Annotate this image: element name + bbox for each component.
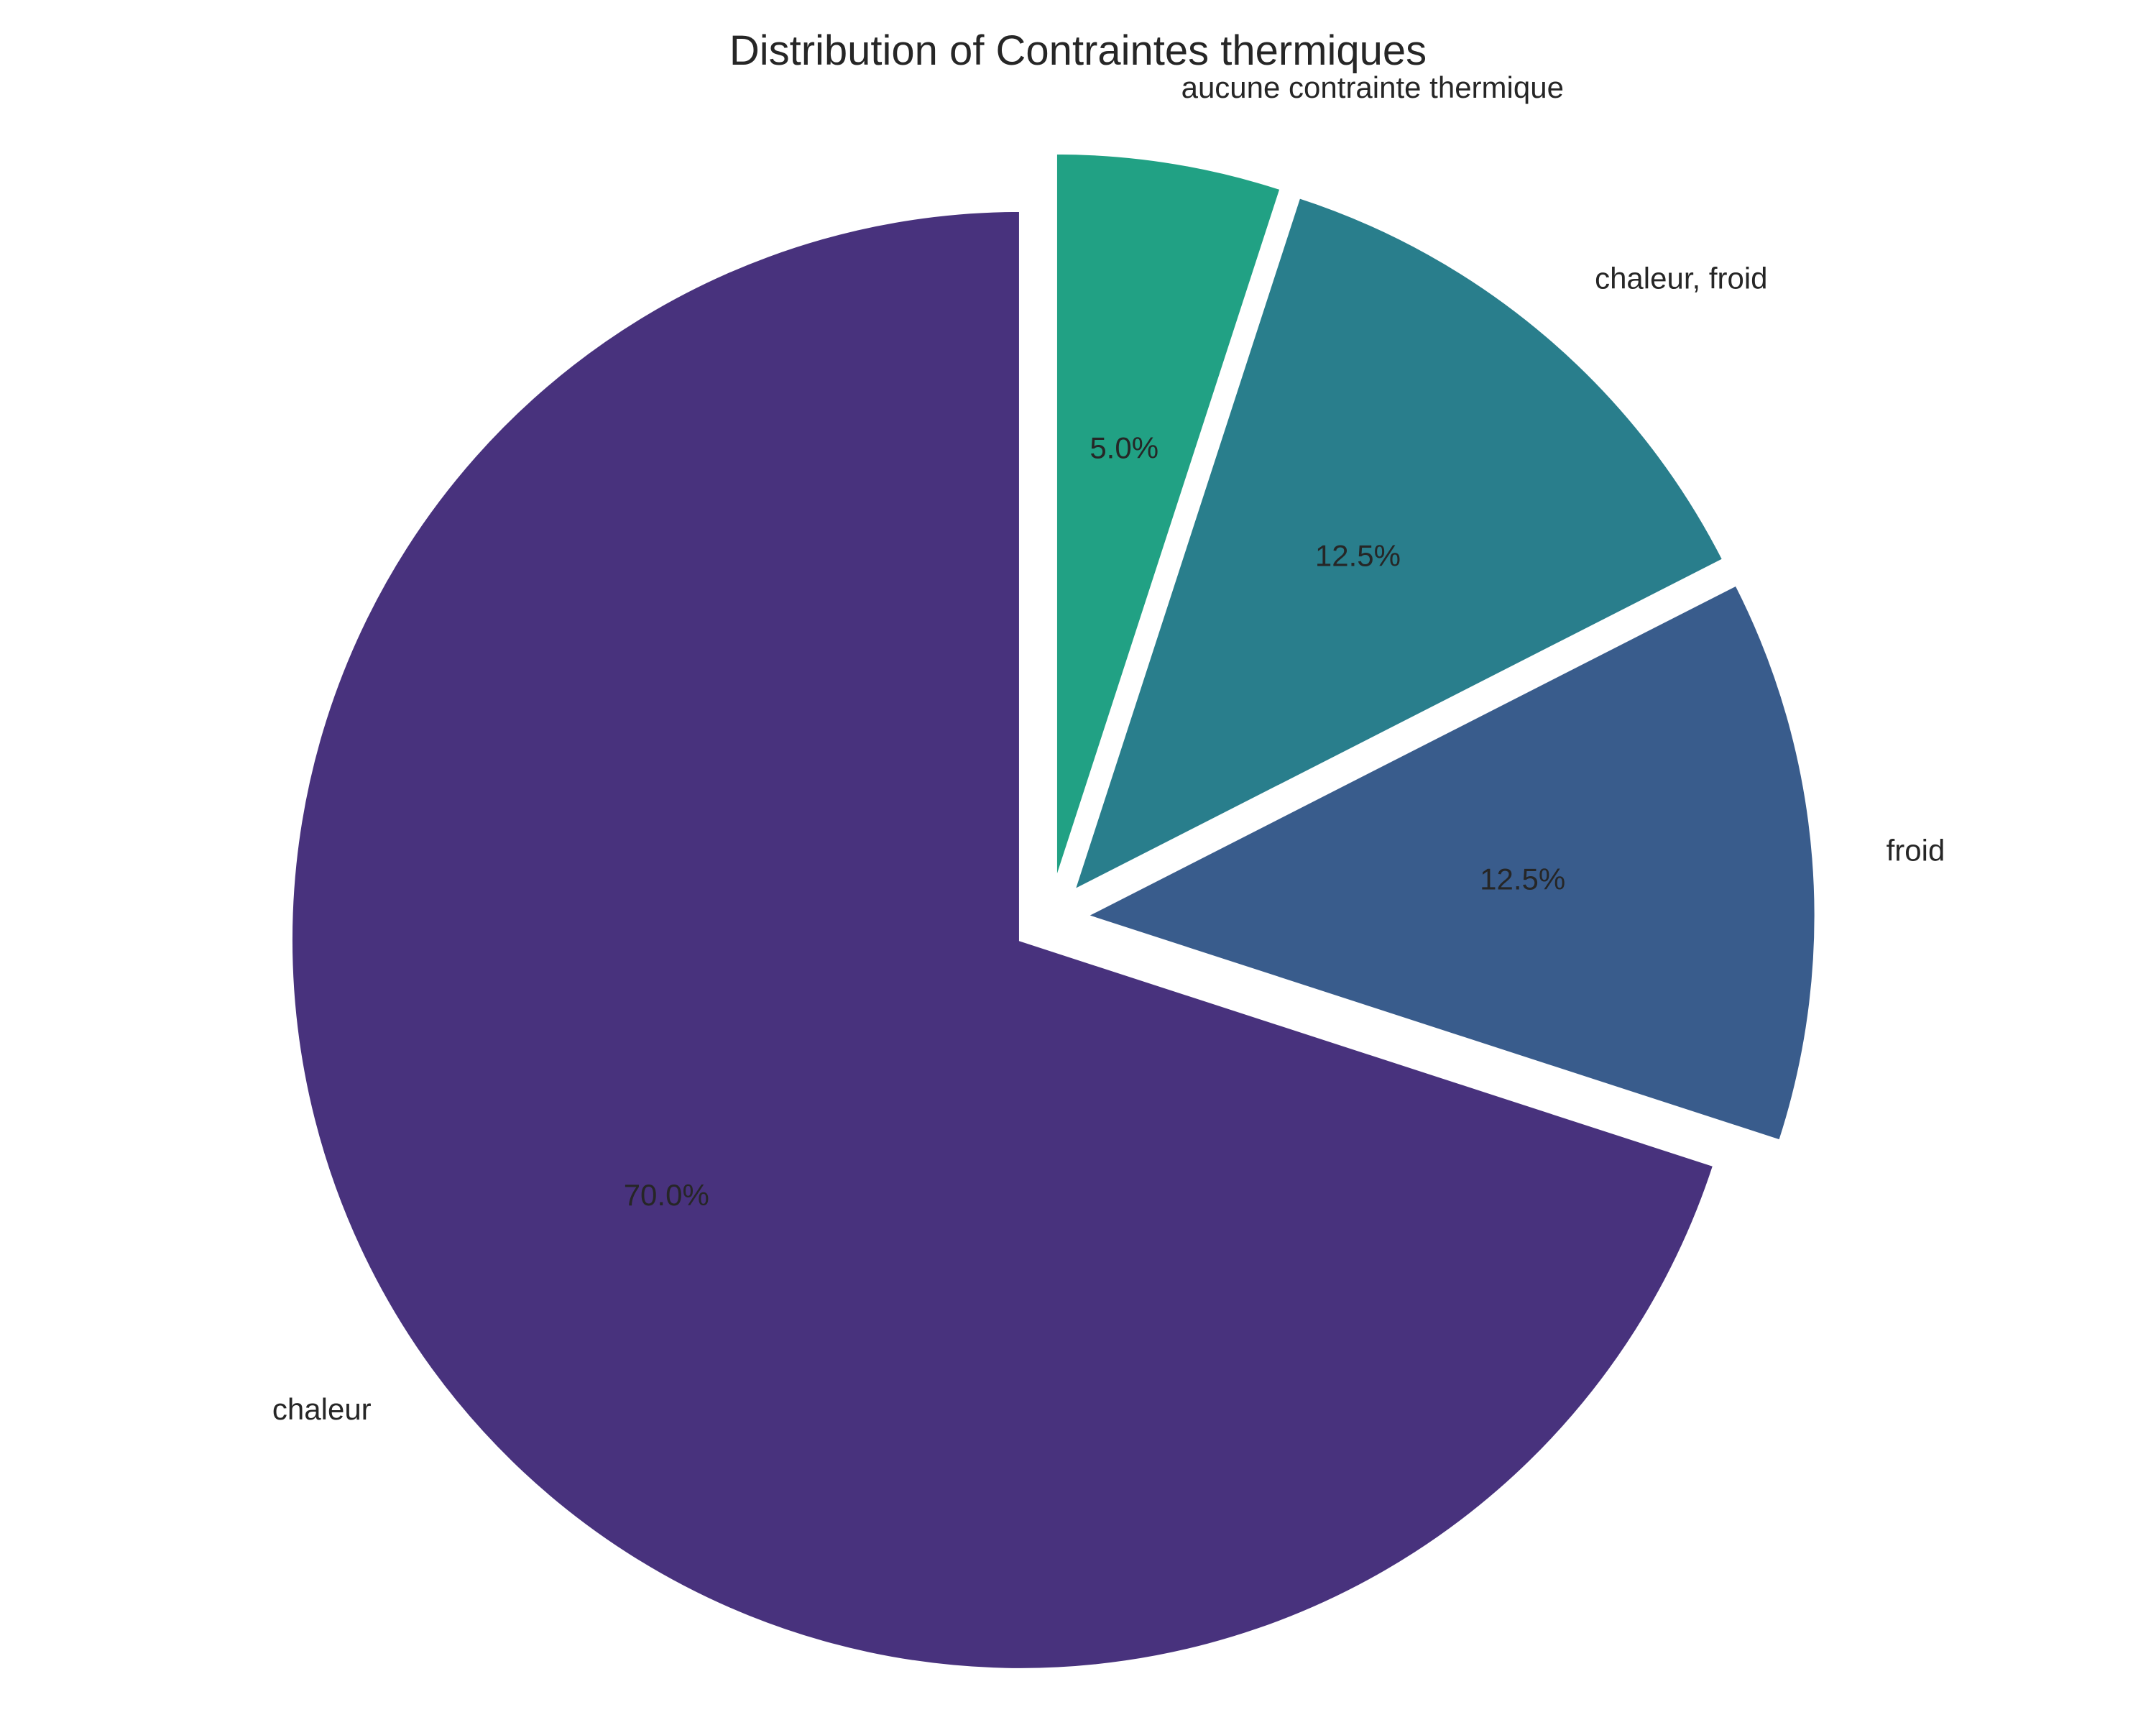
- slice-percentage-label: 12.5%: [1315, 538, 1401, 572]
- pie-slice-froid: [1082, 582, 1818, 1144]
- slice-percentage-label: 5.0%: [1089, 431, 1158, 464]
- slice-percentage-label: 70.0%: [624, 1178, 709, 1212]
- slice-label: chaleur, froid: [1595, 262, 1767, 295]
- chart-title: Distribution of Contraintes thermiques: [729, 27, 1427, 74]
- slice-label: aucune contrainte thermique: [1181, 70, 1564, 104]
- slice-percentage-label: 12.5%: [1480, 862, 1565, 896]
- pie-labels: chaleur 70.0% froid 12.5% chaleur, froid 12.5…: [272, 70, 1945, 1426]
- slice-label: froid: [1886, 834, 1945, 868]
- pie-slice-chaleur: [289, 208, 1716, 1671]
- pie-slice-chaleur-froid: [1071, 195, 1726, 894]
- slice-label: chaleur: [272, 1392, 372, 1426]
- pie-slice-aucune-contrainte-thermique: [1054, 151, 1284, 883]
- pie-slices: [289, 151, 1818, 1671]
